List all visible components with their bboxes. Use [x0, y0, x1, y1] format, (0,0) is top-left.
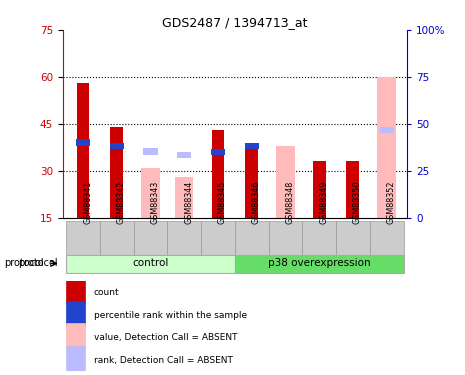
Text: GSM88346: GSM88346: [252, 181, 261, 224]
Bar: [379, 127, 394, 134]
Bar: [66, 301, 85, 326]
Text: control: control: [133, 258, 169, 268]
Bar: [66, 221, 100, 264]
Bar: [235, 255, 404, 273]
Bar: [110, 142, 124, 149]
Bar: [100, 221, 133, 264]
Bar: [133, 221, 167, 264]
Text: rank, Detection Call = ABSENT: rank, Detection Call = ABSENT: [94, 356, 232, 364]
Bar: [201, 221, 235, 264]
Text: GSM88349: GSM88349: [319, 181, 328, 224]
Bar: [370, 221, 404, 264]
Bar: [235, 221, 269, 264]
Bar: [378, 77, 396, 218]
Bar: [76, 140, 90, 146]
Bar: [313, 161, 325, 218]
Text: GSM88348: GSM88348: [286, 181, 294, 224]
Bar: [276, 146, 295, 218]
Bar: [143, 148, 158, 155]
Text: count: count: [94, 288, 120, 297]
Title: GDS2487 / 1394713_at: GDS2487 / 1394713_at: [162, 16, 307, 29]
Bar: [66, 323, 85, 348]
Bar: [167, 221, 201, 264]
Bar: [212, 130, 225, 218]
Text: GSM88350: GSM88350: [353, 181, 362, 224]
Bar: [245, 146, 258, 218]
Text: percentile rank within the sample: percentile rank within the sample: [94, 310, 247, 320]
Bar: [346, 161, 359, 218]
Bar: [269, 221, 302, 264]
Text: GSM88345: GSM88345: [218, 181, 227, 224]
Bar: [175, 177, 193, 218]
Bar: [302, 221, 336, 264]
Bar: [66, 346, 85, 371]
Text: GSM88341: GSM88341: [83, 181, 92, 224]
Text: GSM88343: GSM88343: [151, 181, 159, 224]
Text: GSM88342: GSM88342: [117, 181, 126, 224]
Text: GSM88344: GSM88344: [184, 181, 193, 224]
Bar: [77, 83, 89, 218]
Bar: [177, 152, 191, 158]
Bar: [211, 149, 225, 155]
Bar: [110, 127, 123, 218]
Bar: [66, 255, 235, 273]
Text: p38 overexpression: p38 overexpression: [268, 258, 371, 268]
Bar: [245, 142, 259, 149]
Bar: [141, 168, 160, 217]
Bar: [336, 221, 370, 264]
Text: protocol: protocol: [19, 258, 58, 268]
Text: GSM88352: GSM88352: [386, 181, 396, 224]
Text: value, Detection Call = ABSENT: value, Detection Call = ABSENT: [94, 333, 237, 342]
Text: protocol: protocol: [4, 258, 44, 268]
Bar: [66, 278, 85, 303]
